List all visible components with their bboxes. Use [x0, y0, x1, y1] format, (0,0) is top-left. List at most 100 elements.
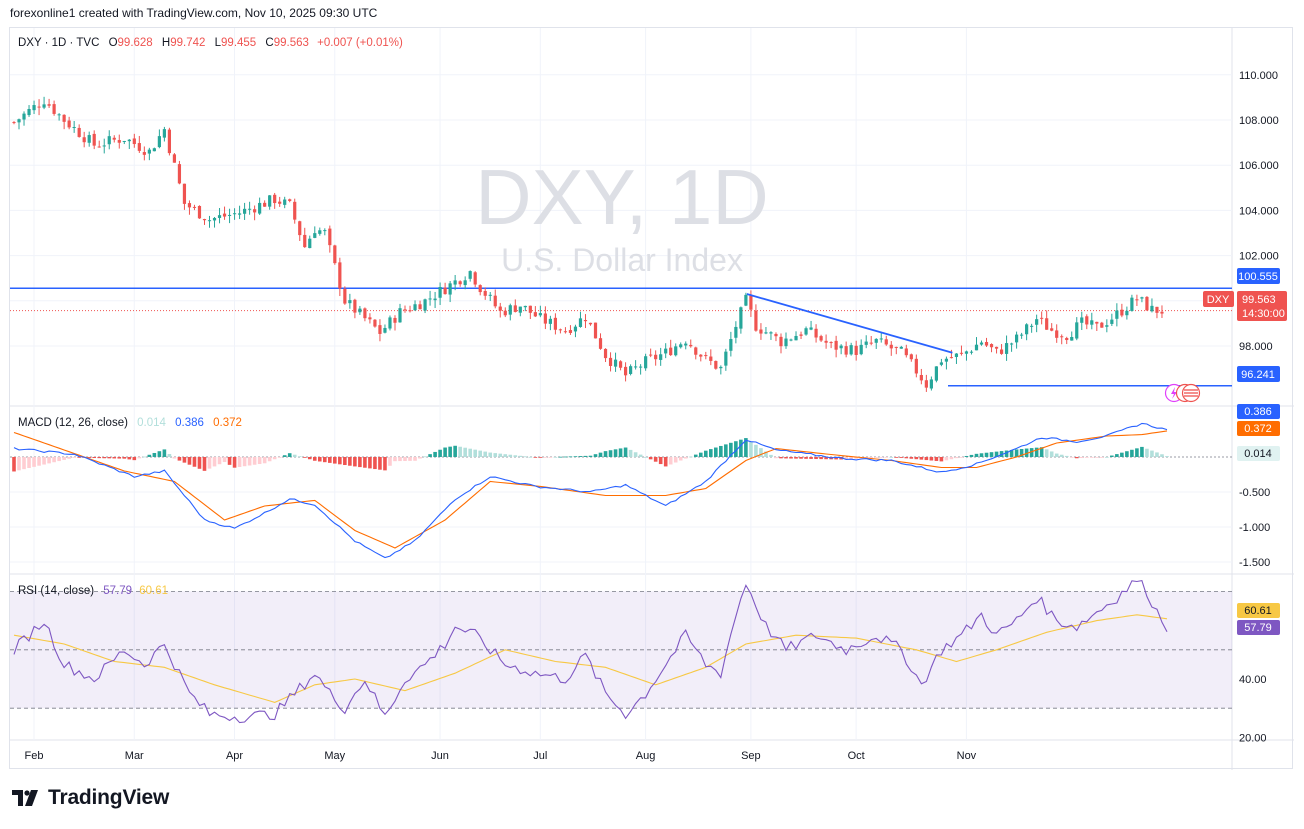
candle-body	[929, 379, 933, 389]
candle-body	[799, 334, 803, 336]
price-tick-label: 110.000	[1239, 70, 1278, 82]
candle-body	[1100, 322, 1104, 328]
candle-body	[814, 328, 818, 338]
macd-histogram-bar	[468, 448, 472, 457]
candle-body	[217, 215, 222, 218]
macd-histogram-bar	[212, 456, 217, 467]
candle-body	[739, 307, 743, 329]
macd-histogram-bar	[824, 456, 828, 460]
macd-histogram-bar	[67, 456, 71, 459]
macd-histogram-bar	[693, 454, 698, 457]
candle-body	[52, 104, 56, 114]
macd-histogram-bar	[187, 456, 192, 465]
macd-histogram-bar	[147, 454, 152, 457]
candle-body	[493, 295, 497, 307]
macd-histogram-bar	[1079, 456, 1084, 459]
candle-body	[709, 356, 713, 361]
price-tag-support[interactable]: 96.241	[1237, 366, 1280, 382]
macd-histogram-bar	[538, 456, 543, 458]
candle-body	[644, 356, 648, 369]
candle-body	[57, 114, 61, 116]
macd-histogram-bar	[443, 447, 447, 457]
macd-histogram-bar	[493, 453, 498, 457]
candle-body	[62, 114, 66, 122]
candle-body	[558, 329, 563, 331]
events-icons[interactable]	[1164, 383, 1201, 403]
candle-body	[393, 317, 397, 323]
candle-body	[949, 357, 954, 359]
symbol-tag-text: DXY	[1207, 294, 1230, 306]
candle-body	[679, 344, 683, 348]
macd-histogram-bar	[287, 453, 292, 457]
candle-body	[1160, 311, 1164, 314]
tradingview-logo[interactable]: TradingView	[12, 786, 169, 810]
candle-body	[634, 366, 638, 368]
candle-body	[278, 201, 282, 204]
candle-body	[72, 127, 76, 129]
candle-body	[869, 342, 873, 344]
macd-histogram-bar	[57, 456, 61, 462]
candle-body	[428, 298, 432, 300]
candle-body	[844, 346, 848, 355]
macd-histogram-bar	[222, 456, 227, 463]
candle-body	[829, 342, 833, 344]
candle-body	[1045, 318, 1049, 330]
candle-body	[363, 308, 367, 319]
candle-body	[779, 336, 783, 347]
macd-histogram-bar	[363, 456, 367, 468]
candle-body	[628, 366, 633, 374]
macd-histogram-bar	[774, 456, 778, 459]
chart-canvas[interactable]: DXY, 1D U.S. Dollar Index DXY · 1D · TVC…	[10, 28, 1294, 770]
macd-histogram-bar	[568, 456, 573, 458]
macd-histogram-bar	[869, 456, 874, 458]
candle-body	[338, 262, 342, 289]
macd-histogram-bar	[137, 456, 142, 459]
candle-body	[974, 344, 979, 351]
macd-histogram-bar	[22, 456, 26, 470]
macd-histogram-bar	[282, 455, 287, 457]
macd-histogram-bar	[683, 456, 688, 459]
candle-body	[448, 283, 452, 295]
macd-histogram-bar	[292, 454, 297, 457]
price-tag-last[interactable]: 99.563 14:30:00	[1237, 291, 1287, 321]
candle-body	[107, 136, 111, 145]
macd-histogram-bar	[232, 456, 237, 468]
macd-histogram-bar	[383, 456, 387, 471]
signal-tag-text: 0.372	[1244, 423, 1272, 435]
macd-histogram-bar	[408, 456, 412, 461]
macd-histogram-bar	[719, 445, 723, 457]
candle-body	[293, 201, 297, 220]
macd-histogram-bar	[197, 456, 202, 469]
macd-histogram-bar	[1069, 456, 1074, 458]
macd-histogram-bar	[192, 456, 197, 467]
candle-body	[1009, 343, 1014, 345]
macd-histogram-bar	[438, 449, 442, 457]
candle-body	[67, 120, 71, 128]
candle-body	[368, 317, 372, 320]
macd-histogram-bar	[673, 456, 678, 463]
candle-body	[699, 354, 703, 357]
macd-histogram-bar	[453, 445, 457, 457]
macd-histogram-bar	[809, 456, 813, 459]
macd-histogram-bar	[463, 447, 467, 457]
candle-body	[483, 290, 487, 296]
macd-histogram-bar	[77, 456, 81, 458]
macd-histogram-bar	[1150, 450, 1154, 457]
macd-histogram-bar	[132, 456, 137, 461]
macd-histogram-bar	[518, 455, 523, 457]
macd-histogram-bar	[638, 454, 643, 457]
macd-histogram-bar	[312, 456, 317, 461]
candle-body	[202, 219, 207, 221]
candle-body	[1090, 320, 1094, 325]
candle-body	[984, 341, 989, 346]
candle-body	[849, 345, 853, 355]
macd-histogram-bar	[112, 456, 117, 459]
candle-body	[548, 318, 552, 324]
candle-body	[789, 339, 793, 341]
macd-histogram-bar	[338, 456, 342, 465]
price-tag-resistance[interactable]: 100.555	[1237, 268, 1280, 284]
candle-body	[1140, 297, 1144, 299]
candle-body	[303, 234, 307, 248]
candle-body	[819, 336, 823, 341]
candle-body	[288, 199, 292, 201]
